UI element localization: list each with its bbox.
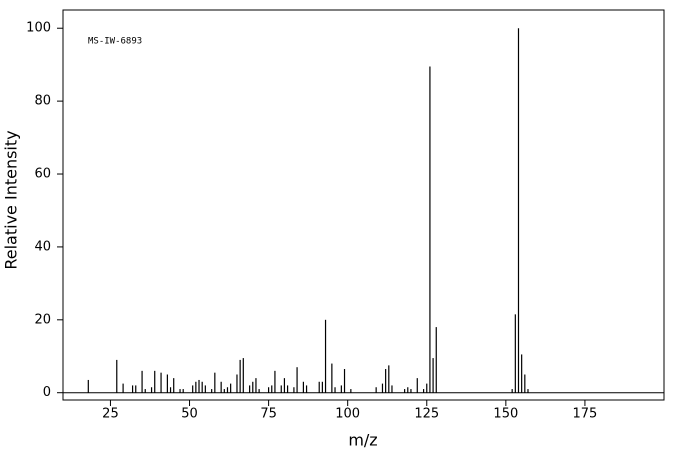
x-axis-label: m/z [348, 431, 377, 450]
x-tick-label: 175 [573, 407, 598, 422]
y-tick-label: 80 [34, 94, 51, 109]
y-tick-label: 0 [43, 385, 51, 400]
x-tick-label: 100 [335, 407, 360, 422]
annotation: MS-IW-6893 [88, 37, 142, 47]
plot-frame [62, 9, 665, 401]
x-tick-label: 25 [102, 407, 119, 422]
y-tick-label: 60 [34, 167, 51, 182]
x-tick-label: 125 [414, 407, 439, 422]
x-tick-label: 50 [181, 407, 198, 422]
y-tick-label: 100 [26, 21, 51, 36]
y-tick-label: 20 [34, 312, 51, 327]
y-tick-label: 40 [34, 239, 51, 254]
x-tick-label: 75 [260, 407, 277, 422]
x-tick-label: 150 [493, 407, 518, 422]
y-axis-label: Relative Intensity [2, 130, 21, 269]
